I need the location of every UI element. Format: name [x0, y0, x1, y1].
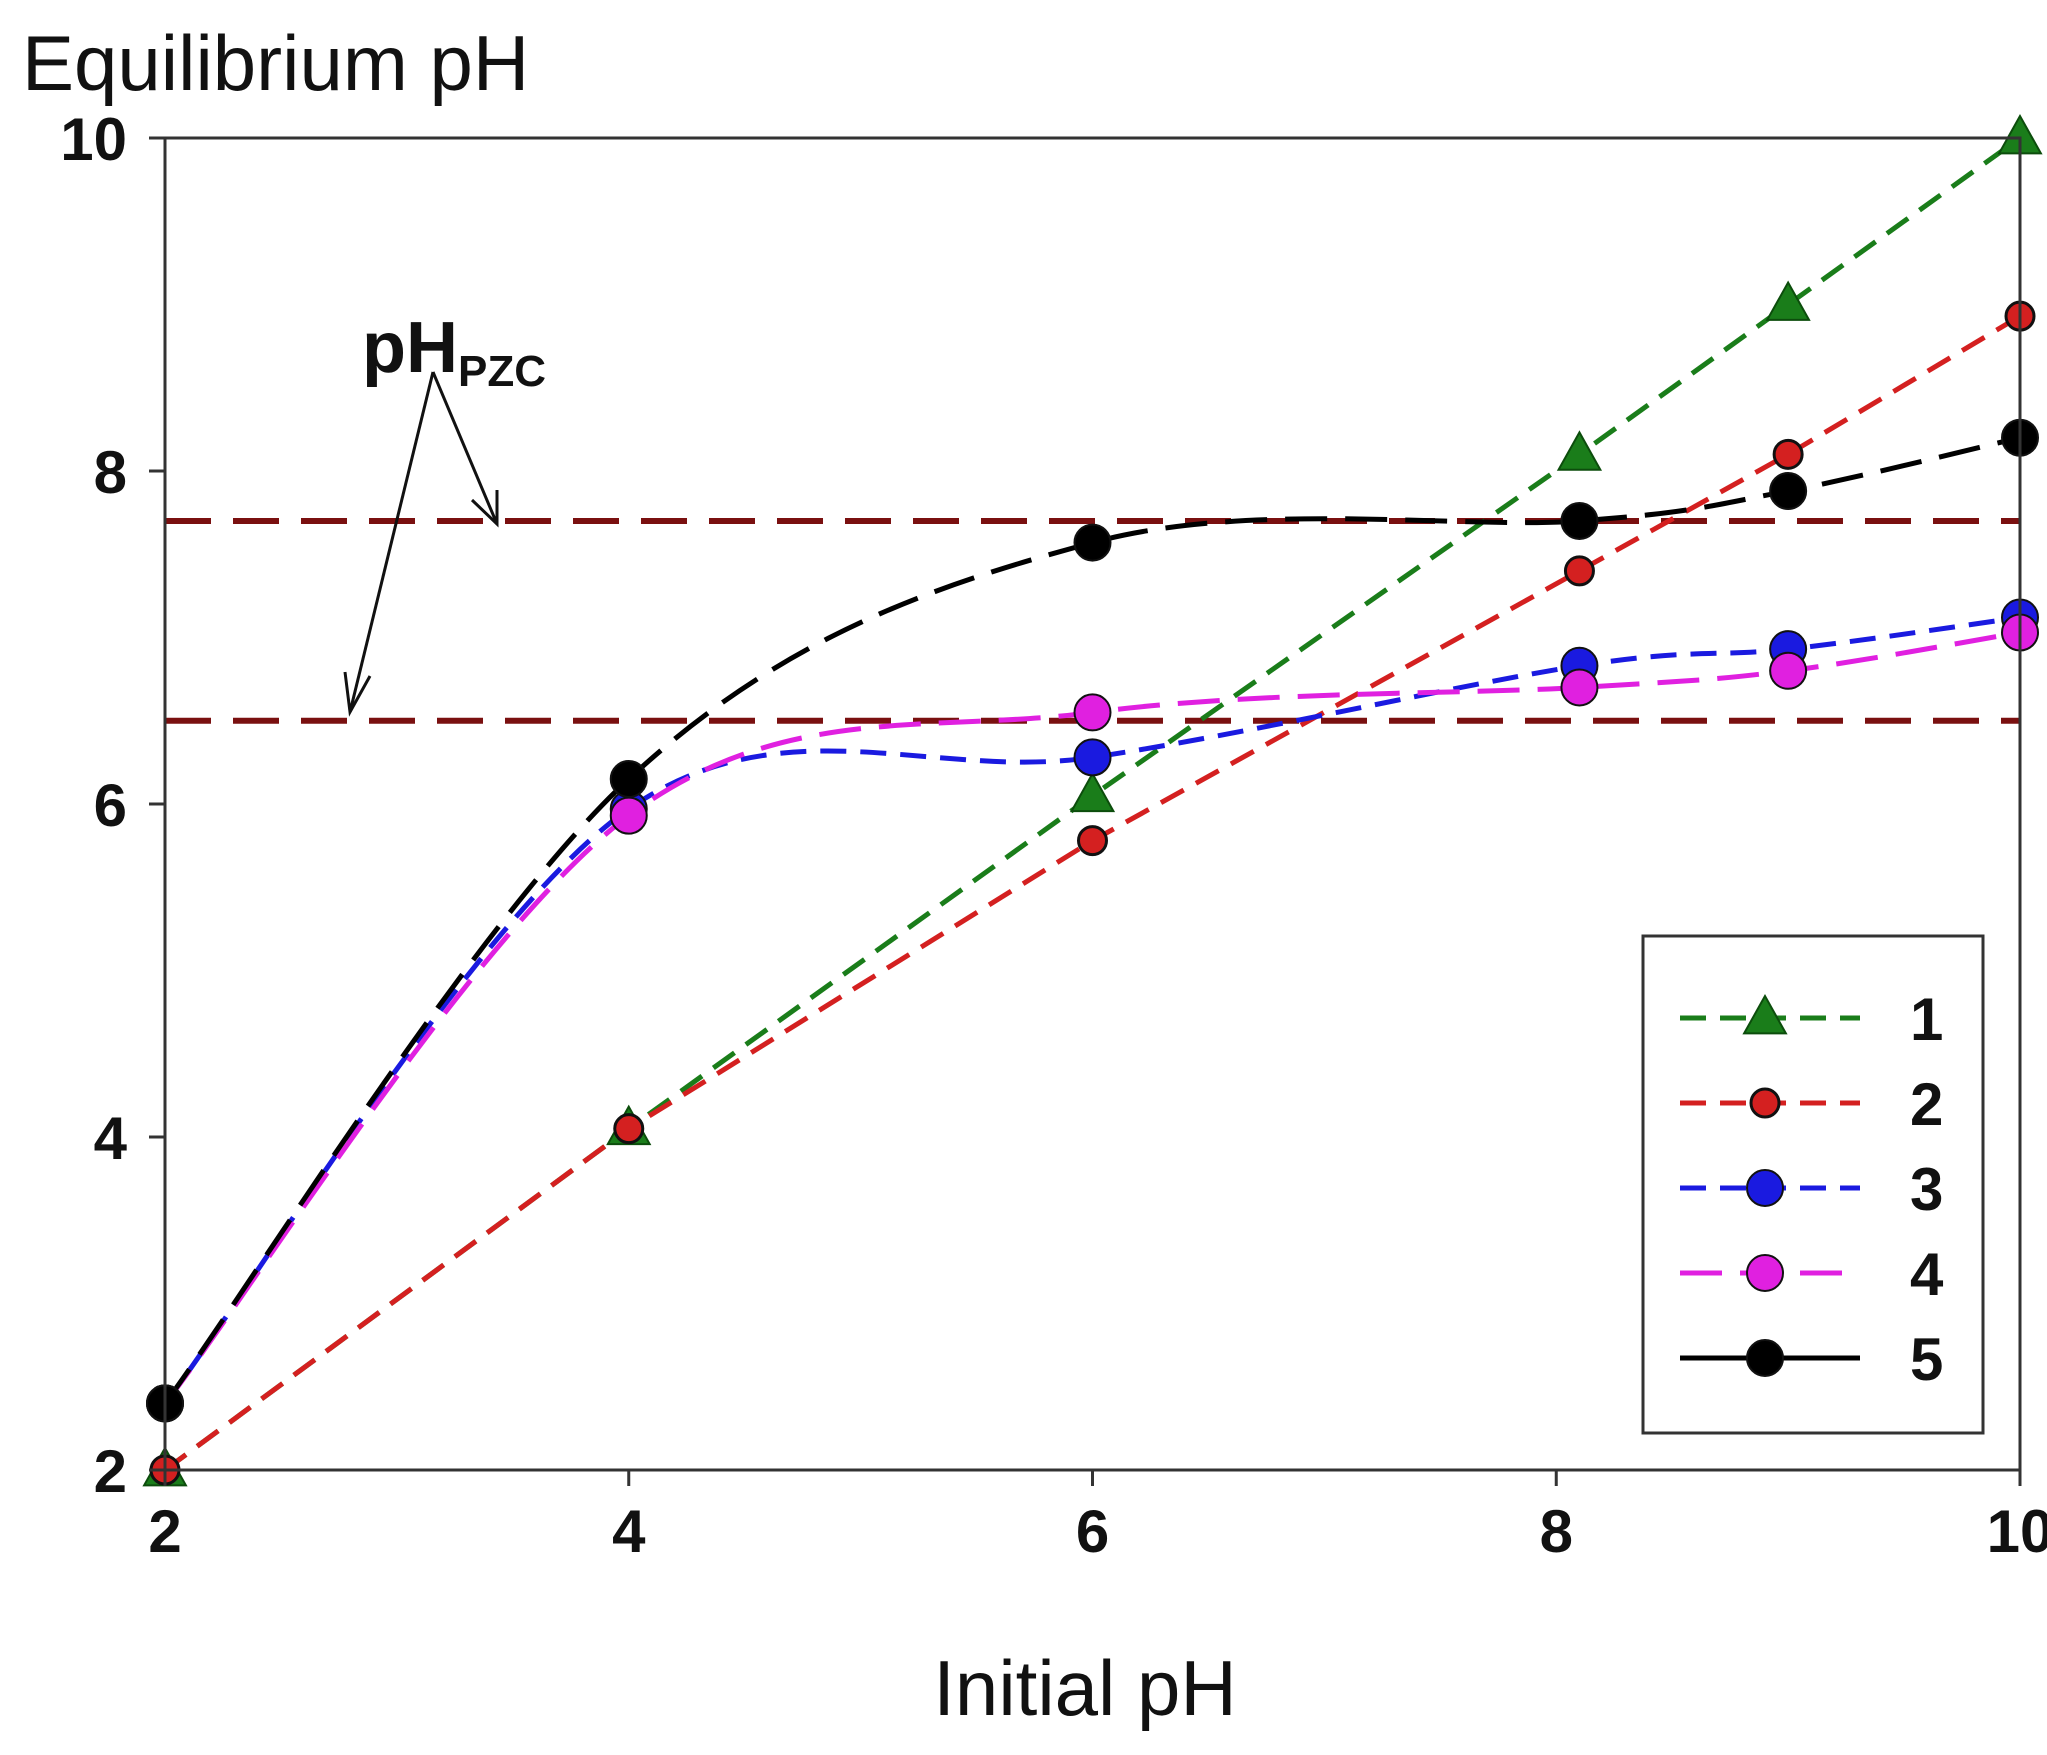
- legend-marker-2: [1749, 1087, 1781, 1119]
- legend-marker-3: [1746, 1169, 1784, 1207]
- legend-items: 1 2 3 4 5: [1680, 986, 1944, 1393]
- series-1-point-3: [1069, 771, 1116, 813]
- series-4-point-2: [609, 796, 648, 835]
- legend-label-4: 4: [1910, 1241, 1944, 1308]
- ph-pzc-label: pHPZC: [362, 308, 546, 396]
- x-tick-label-6: 6: [1076, 1498, 1109, 1565]
- pzc-arrowhead-lower: [343, 671, 372, 717]
- series-4-point-4: [1560, 668, 1599, 707]
- legend-label-5: 5: [1910, 1326, 1943, 1393]
- axis-tick-labels: 2 4 6 8 10 2 4 6 8 10: [60, 106, 2047, 1565]
- series-2-point-2: [613, 1113, 645, 1145]
- x-tick-label-8: 8: [1540, 1498, 1573, 1565]
- series-2-point-4: [1563, 555, 1595, 587]
- y-axis-title: Equilibrium pH: [22, 19, 529, 107]
- legend-marker-4: [1746, 1254, 1784, 1292]
- series-3-point-3: [1073, 738, 1112, 777]
- ph-pzc-annotation: pHPZC: [343, 308, 546, 717]
- axis-ticks: [149, 136, 2022, 1486]
- series-1-line: [163, 135, 2022, 1473]
- y-tick-label-2: 2: [94, 1438, 127, 1505]
- legend-label-3: 3: [1910, 1156, 1943, 1223]
- x-tick-label-2: 2: [148, 1498, 181, 1565]
- series-1-point-4: [1556, 430, 1603, 471]
- x-tick-label-10: 10: [1987, 1498, 2047, 1565]
- pzc-arrow-to-lower-line: [348, 371, 435, 713]
- x-tick-label-4: 4: [612, 1498, 646, 1565]
- series-5-point-3: [1073, 523, 1112, 562]
- series-4-point-5: [1769, 651, 1808, 690]
- series-5-point-5: [1769, 471, 1808, 510]
- series-5-point-4: [1560, 501, 1599, 540]
- legend-marker-5: [1746, 1339, 1784, 1377]
- ph-pzc-main-text: pH: [362, 308, 458, 388]
- y-tick-label-8: 8: [94, 439, 127, 506]
- series-2-point-5: [1772, 438, 1804, 470]
- series-1-point-5: [1765, 280, 1811, 321]
- series-4-point-3: [1073, 693, 1112, 732]
- y-tick-label-10: 10: [60, 106, 127, 173]
- pzc-arrowhead-upper: [470, 490, 499, 528]
- legend: 1 2 3 4 5: [1641, 934, 1985, 1435]
- y-tick-label-4: 4: [94, 1105, 128, 1172]
- series-2-line: [163, 314, 2022, 1473]
- x-axis-title: Initial pH: [933, 1644, 1236, 1732]
- legend-label-1: 1: [1910, 986, 1943, 1053]
- pzc-arrow-to-upper-line: [431, 371, 499, 525]
- y-tick-label-6: 6: [94, 772, 127, 839]
- ph-pzc-subscript: PZC: [458, 347, 546, 396]
- series-5-point-2: [609, 760, 648, 799]
- legend-label-2: 2: [1910, 1071, 1943, 1138]
- legend-marker-1: [1742, 993, 1788, 1035]
- series-2-point-3: [1077, 825, 1108, 857]
